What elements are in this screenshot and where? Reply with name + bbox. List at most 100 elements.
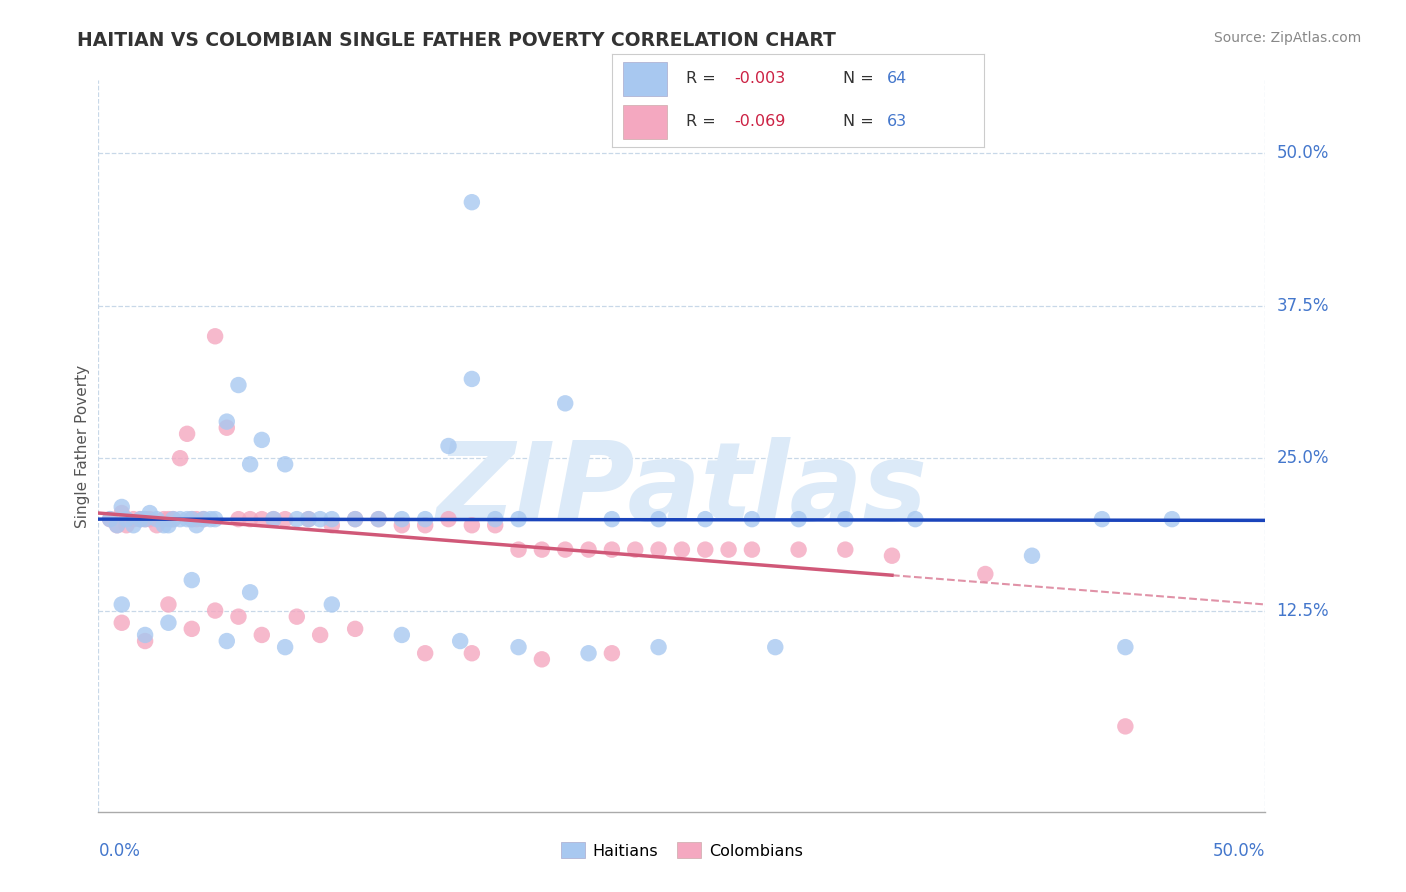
Point: [484, 518, 506, 533]
Point: [461, 646, 484, 660]
Point: [98, 512, 121, 526]
Text: 63: 63: [887, 114, 907, 129]
Point: [391, 628, 413, 642]
Text: R =: R =: [686, 71, 721, 87]
Point: [297, 512, 319, 526]
Point: [215, 634, 238, 648]
Text: R =: R =: [686, 114, 721, 129]
Point: [391, 512, 413, 526]
Point: [250, 512, 273, 526]
Text: 37.5%: 37.5%: [1277, 297, 1329, 315]
Y-axis label: Single Father Poverty: Single Father Poverty: [75, 365, 90, 527]
Point: [600, 646, 623, 660]
Point: [115, 518, 138, 533]
Point: [157, 518, 180, 533]
Point: [250, 628, 273, 642]
Point: [129, 512, 152, 526]
Point: [530, 542, 553, 557]
Point: [484, 512, 506, 526]
Point: [391, 518, 413, 533]
Point: [157, 598, 180, 612]
Point: [98, 512, 121, 526]
Text: N =: N =: [842, 114, 879, 129]
Point: [413, 512, 436, 526]
Point: [880, 549, 903, 563]
Point: [321, 518, 343, 533]
Point: [695, 512, 717, 526]
Point: [122, 512, 145, 526]
Point: [285, 512, 308, 526]
Text: HAITIAN VS COLOMBIAN SINGLE FATHER POVERTY CORRELATION CHART: HAITIAN VS COLOMBIAN SINGLE FATHER POVER…: [77, 31, 837, 50]
Point: [344, 512, 367, 526]
Point: [204, 604, 226, 618]
Point: [321, 512, 343, 526]
Point: [215, 421, 238, 435]
Text: N =: N =: [842, 71, 879, 87]
Point: [239, 458, 262, 472]
Point: [228, 512, 250, 526]
Point: [228, 378, 250, 392]
Point: [285, 609, 308, 624]
Point: [262, 512, 284, 526]
Point: [180, 512, 202, 526]
Point: [600, 542, 623, 557]
Point: [671, 542, 693, 557]
Text: Source: ZipAtlas.com: Source: ZipAtlas.com: [1213, 31, 1361, 45]
Point: [146, 518, 169, 533]
Point: [193, 512, 215, 526]
Point: [413, 518, 436, 533]
Point: [904, 512, 927, 526]
Point: [449, 634, 471, 648]
Text: 50.0%: 50.0%: [1277, 145, 1329, 162]
Point: [111, 615, 134, 630]
Point: [695, 542, 717, 557]
Point: [250, 433, 273, 447]
Bar: [623, 105, 668, 139]
Point: [647, 512, 669, 526]
Point: [647, 542, 669, 557]
Point: [111, 598, 134, 612]
Point: [239, 585, 262, 599]
Point: [204, 512, 226, 526]
Point: [787, 542, 810, 557]
Point: [111, 500, 134, 514]
Point: [152, 518, 174, 533]
Text: 64: 64: [887, 71, 908, 87]
Point: [554, 396, 576, 410]
Point: [162, 512, 184, 526]
Point: [262, 512, 284, 526]
Point: [461, 195, 484, 210]
Text: -0.069: -0.069: [734, 114, 786, 129]
Point: [834, 542, 856, 557]
Point: [111, 506, 134, 520]
Point: [787, 512, 810, 526]
Point: [193, 512, 215, 526]
Legend: Haitians, Colombians: Haitians, Colombians: [561, 842, 803, 859]
Point: [647, 640, 669, 655]
Point: [1091, 512, 1114, 526]
Point: [162, 512, 184, 526]
Point: [186, 518, 208, 533]
Point: [115, 512, 138, 526]
Text: -0.003: -0.003: [734, 71, 786, 87]
Point: [228, 609, 250, 624]
Point: [274, 512, 297, 526]
Point: [157, 615, 180, 630]
Text: 50.0%: 50.0%: [1213, 842, 1265, 860]
Point: [297, 512, 319, 526]
Point: [367, 512, 389, 526]
Point: [139, 512, 162, 526]
Point: [105, 518, 128, 533]
Point: [180, 512, 202, 526]
Text: 25.0%: 25.0%: [1277, 450, 1329, 467]
Point: [105, 518, 128, 533]
Point: [554, 542, 576, 557]
Text: 12.5%: 12.5%: [1277, 601, 1329, 620]
Point: [437, 439, 460, 453]
Point: [309, 512, 332, 526]
Point: [508, 640, 530, 655]
Point: [200, 512, 222, 526]
Point: [169, 512, 191, 526]
Point: [176, 512, 198, 526]
Point: [139, 506, 162, 520]
